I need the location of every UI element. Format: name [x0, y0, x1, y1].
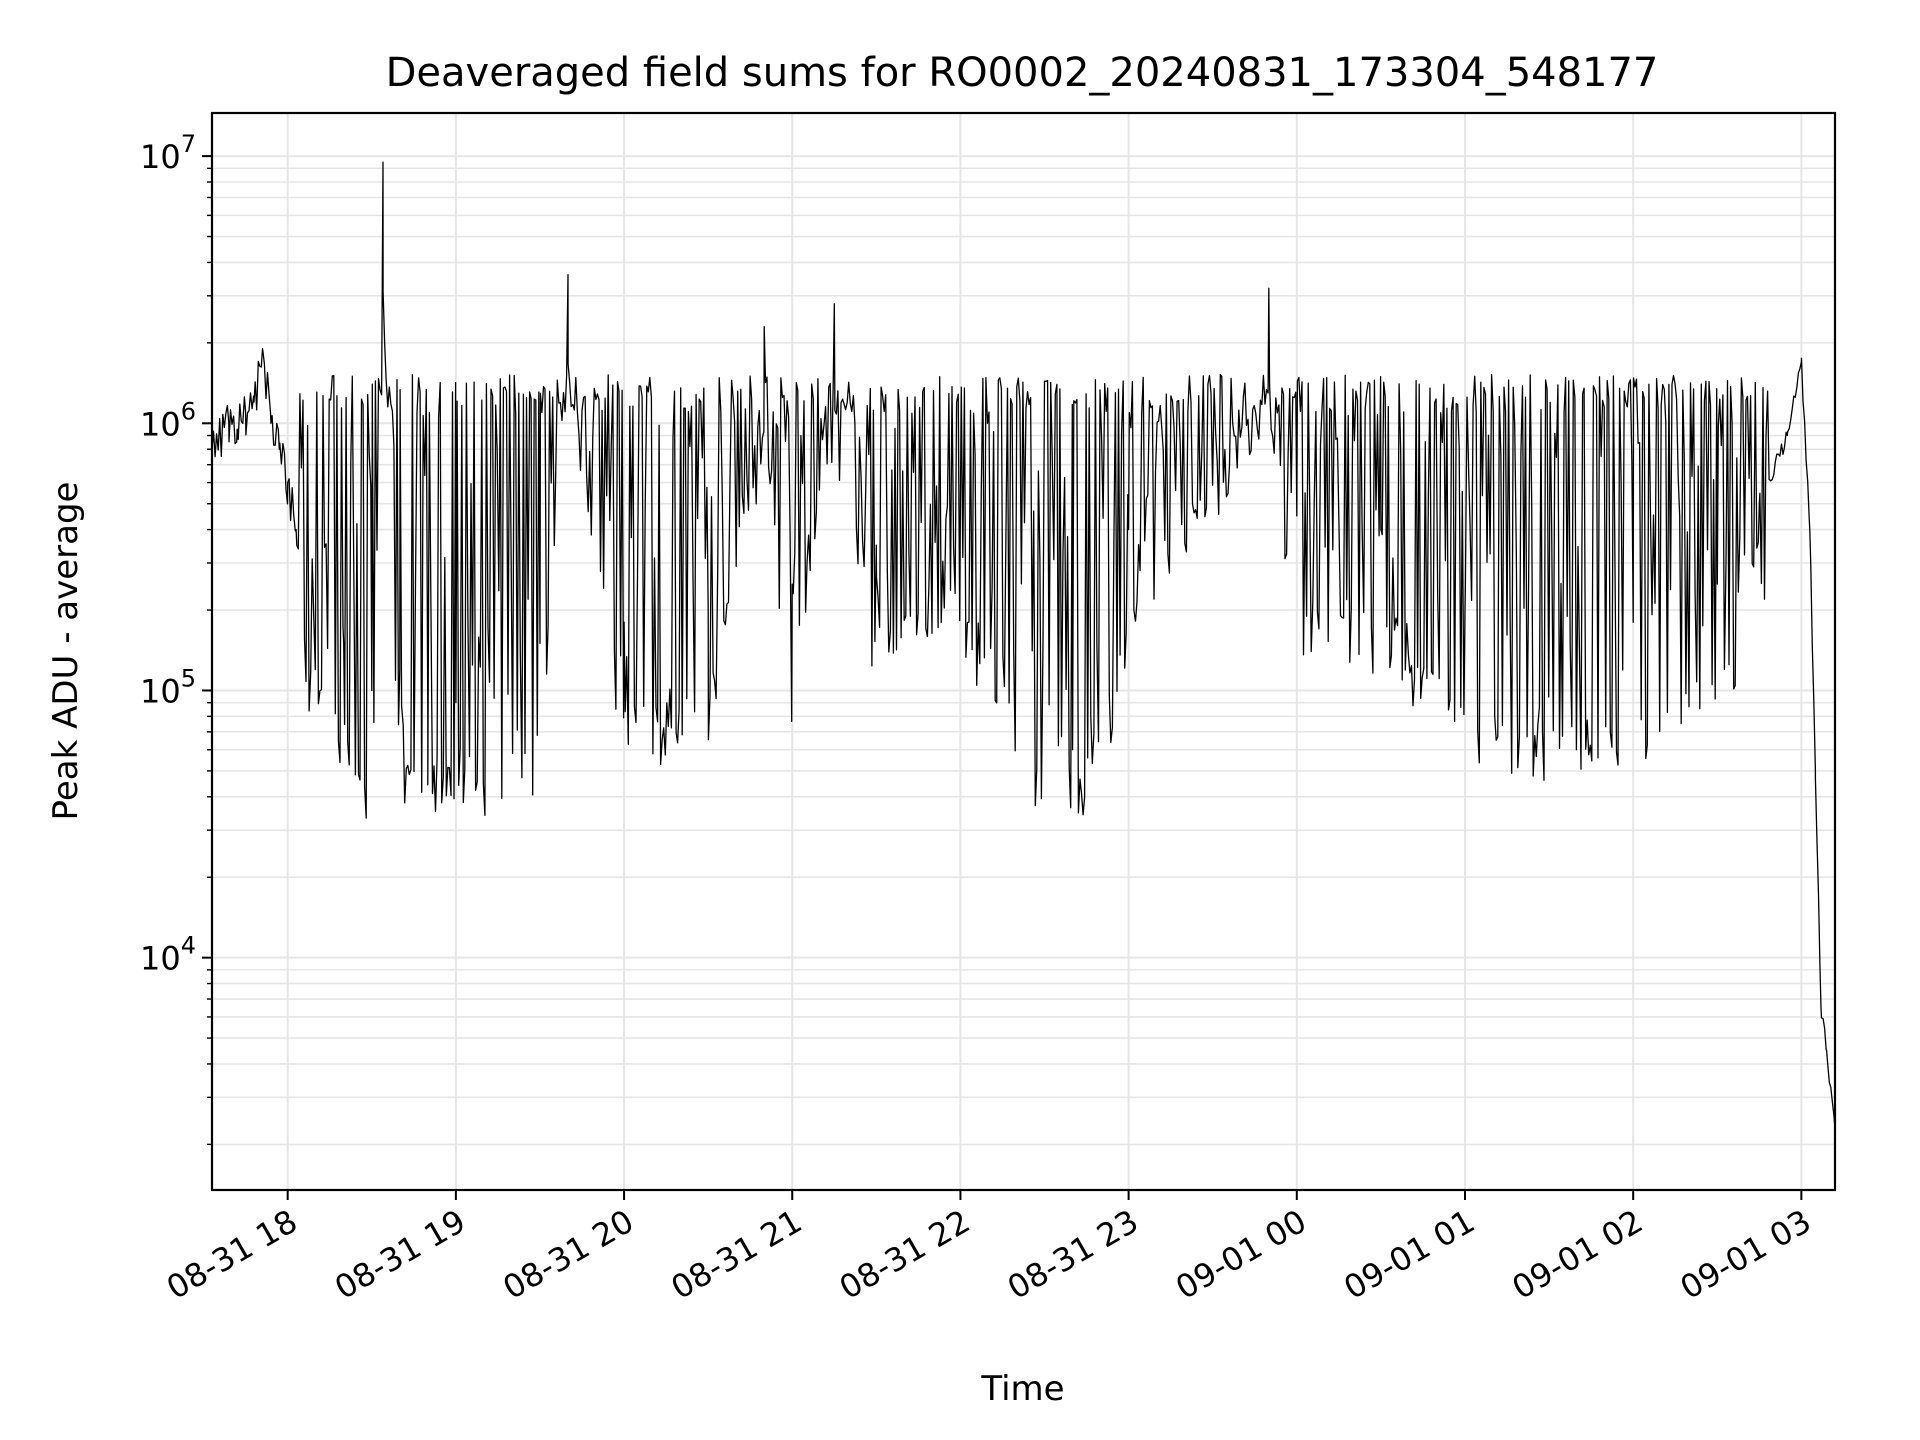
y-axis-label: Peak ADU - average: [46, 482, 86, 821]
y-tick-label: 106: [140, 397, 196, 443]
y-axis: 104 105 106 107: [140, 130, 212, 1146]
y-tick-label: 107: [140, 130, 196, 176]
plot-frame: [210, 111, 1837, 1192]
plot-area: [211, 161, 1836, 1129]
series-line: [211, 161, 1836, 1129]
chart-title: Deaveraged field sums for RO0002_2024083…: [386, 50, 1659, 96]
x-axis-label: Time: [980, 1369, 1064, 1409]
y-tick-label: 104: [140, 932, 196, 978]
y-tick-label: 105: [140, 664, 196, 710]
grid: [212, 113, 1835, 1190]
